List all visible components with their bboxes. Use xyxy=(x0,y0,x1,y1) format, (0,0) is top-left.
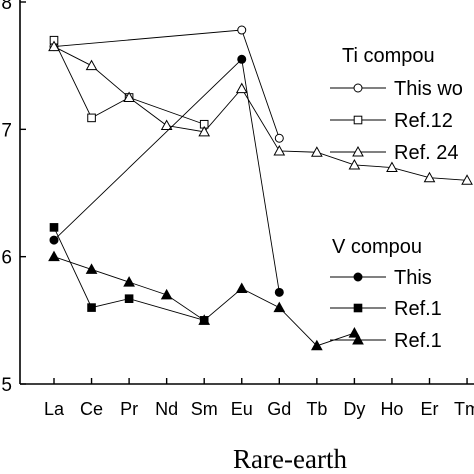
data-point xyxy=(423,171,436,183)
y-tick-label: 7 xyxy=(1,120,12,141)
legend-title: V compou xyxy=(332,236,422,258)
data-point xyxy=(274,133,284,143)
data-point xyxy=(235,82,248,94)
x-tick-label: Ho xyxy=(380,399,403,419)
x-tick-label: Tb xyxy=(306,399,327,419)
legend-label: Ref.12 xyxy=(394,110,453,132)
x-tick-label: Tm xyxy=(454,399,474,419)
data-point xyxy=(123,91,135,102)
series-5 xyxy=(48,250,361,351)
series-2 xyxy=(48,40,473,185)
x-tick-label: Nd xyxy=(155,399,178,419)
legend-marker xyxy=(353,83,363,93)
data-point xyxy=(123,276,135,287)
series-3 xyxy=(49,54,284,297)
axes: 5 6 7 8 La Ce Pr Nd Sm Eu Gd Tb Dy Ho Er Tm xyxy=(1,0,474,419)
data-point xyxy=(237,25,247,35)
data-point xyxy=(237,54,247,64)
series-line xyxy=(53,256,355,347)
data-point xyxy=(386,161,398,173)
data-point xyxy=(87,303,96,312)
data-point xyxy=(273,301,286,313)
x-tick-label: La xyxy=(44,399,65,419)
data-point xyxy=(85,59,98,71)
legend-label: Ref.1 xyxy=(394,298,442,320)
y-tick-label: 5 xyxy=(1,375,12,396)
legend-title: Ti compou xyxy=(342,45,435,67)
data-point xyxy=(87,113,96,123)
legend-label: This wo xyxy=(394,78,463,100)
legend-marker xyxy=(353,303,363,313)
x-tick-label: Sm xyxy=(191,399,218,419)
data-point xyxy=(49,223,59,232)
data-point xyxy=(160,288,173,300)
legend: Ti compou This wo Ref.12 Ref. 24 V compou Thi… xyxy=(330,45,463,352)
data-point xyxy=(461,174,473,185)
legend-marker xyxy=(353,115,363,125)
series-layer xyxy=(48,25,473,351)
data-point xyxy=(49,235,59,245)
y-tick-label: 6 xyxy=(1,248,12,269)
y-tick-label: 8 xyxy=(1,0,12,14)
legend-marker xyxy=(352,333,364,345)
x-tick-label: Gd xyxy=(267,399,291,419)
data-point xyxy=(48,40,60,52)
x-axis-label: Rare-earth xyxy=(233,444,347,474)
x-tick-label: Ce xyxy=(80,399,103,419)
data-point xyxy=(124,294,134,303)
data-point xyxy=(85,263,98,274)
x-tick-label: Er xyxy=(421,399,439,419)
data-point xyxy=(348,327,361,338)
data-point xyxy=(160,119,173,131)
data-point xyxy=(274,287,284,297)
data-point xyxy=(198,125,211,137)
data-point xyxy=(48,250,60,262)
x-tick-label: Dy xyxy=(343,399,365,419)
data-point xyxy=(311,146,323,157)
series-line xyxy=(53,46,468,181)
series-4 xyxy=(49,223,209,325)
data-point xyxy=(235,282,248,293)
legend-label: Ref. 24 xyxy=(394,142,458,164)
legend-label: Ref.1 xyxy=(394,330,442,352)
legend-marker xyxy=(353,272,363,282)
legend-marker xyxy=(352,145,364,157)
series-line xyxy=(53,227,205,321)
legend-label: This xyxy=(394,267,432,289)
series-line xyxy=(53,40,205,125)
data-point xyxy=(198,314,211,325)
x-tick-label: Eu xyxy=(231,399,253,419)
data-point xyxy=(273,144,286,156)
x-tick-label: Pr xyxy=(120,399,138,419)
data-point xyxy=(311,339,323,351)
data-point xyxy=(348,158,361,170)
